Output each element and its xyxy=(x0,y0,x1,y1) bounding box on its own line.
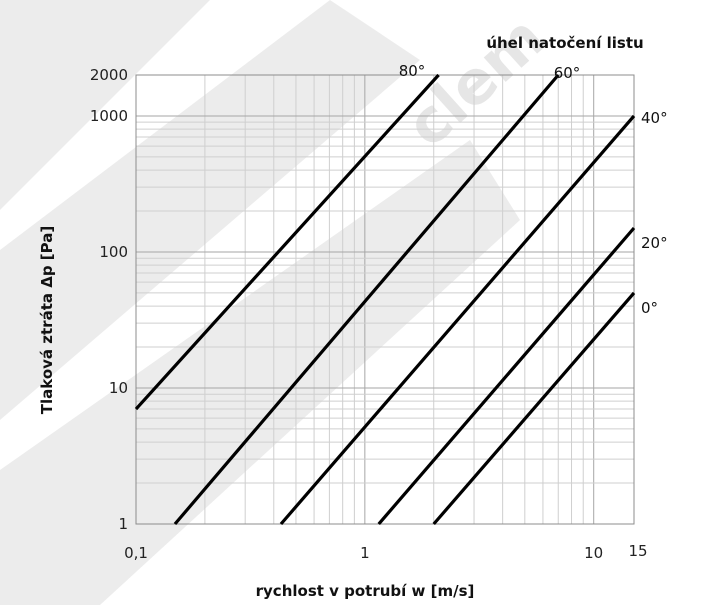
series-label: 0° xyxy=(641,299,658,317)
y-axis-title: Tlaková ztráta Δp [Pa] xyxy=(38,226,56,414)
y-tick-label: 1000 xyxy=(90,107,128,125)
x-axis-title: rychlost v potrubí w [m/s] xyxy=(256,582,475,600)
series-label: 20° xyxy=(641,234,668,252)
y-tick-label: 1 xyxy=(118,515,128,533)
plot-frame xyxy=(135,74,635,525)
x-tick-label: 10 xyxy=(584,544,603,562)
series-label: 80° xyxy=(399,62,426,80)
series-line xyxy=(377,226,636,526)
series-line xyxy=(134,73,440,411)
x-tick-label: 1 xyxy=(360,544,370,562)
series-lines xyxy=(134,73,636,526)
series-label: 60° xyxy=(554,64,581,82)
x-tick-label: 0,1 xyxy=(124,544,148,562)
x-axis-ticks: 0,1 1 10 15 xyxy=(124,542,647,562)
series-line xyxy=(173,73,560,526)
x-tick-label: 15 xyxy=(628,542,647,560)
series-labels: 80° 60° 40° 20° 0° xyxy=(399,62,668,317)
y-tick-label: 2000 xyxy=(90,66,128,84)
series-line xyxy=(279,114,636,526)
y-tick-label: 10 xyxy=(109,379,128,397)
series-line xyxy=(432,291,636,526)
y-axis-ticks: 1 10 100 1000 2000 xyxy=(90,66,128,533)
y-tick-label: 100 xyxy=(99,243,128,261)
series-label: 40° xyxy=(641,109,668,127)
legend-title: úhel natočení listu xyxy=(486,34,643,52)
